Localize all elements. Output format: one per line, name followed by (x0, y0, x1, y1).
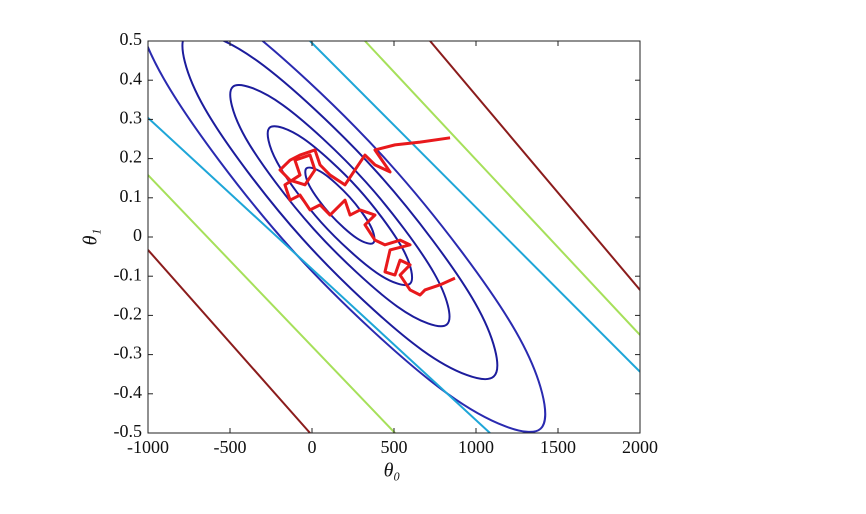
contour-line (148, 41, 547, 433)
y-tick-label: 0.2 (120, 147, 143, 167)
y-tick-label: -0.1 (114, 264, 143, 284)
contour-line (304, 166, 376, 245)
y-tick-label: 0.5 (120, 29, 143, 49)
y-tick-label: -0.4 (114, 382, 143, 402)
y-tick-label: -0.2 (114, 304, 143, 324)
y-tick-label: 0.1 (120, 186, 143, 206)
x-tick-label: 2000 (622, 437, 658, 457)
contour-line (309, 41, 640, 373)
x-tick-label: 1000 (458, 437, 494, 457)
x-tick-label: -1000 (127, 437, 169, 457)
plot-area (148, 41, 640, 433)
contour-line (364, 41, 640, 336)
y-tick-label: -0.5 (114, 421, 143, 441)
y-tick-label: 0.3 (120, 108, 143, 128)
descent-path (278, 136, 456, 297)
x-tick-label: 0 (308, 437, 317, 457)
x-tick-label: 1500 (540, 437, 576, 457)
contour-line (148, 174, 396, 433)
contour-line (266, 125, 413, 287)
contour-line (148, 117, 491, 433)
contour-line (181, 41, 499, 381)
contour-line (429, 41, 640, 291)
x-axis-label: θ₀ (384, 460, 401, 482)
y-tick-label: -0.3 (114, 343, 143, 363)
contour-line (148, 249, 311, 433)
y-tick-label: 0 (133, 225, 142, 245)
x-tick-label: -500 (214, 437, 247, 457)
x-tick-label: 500 (381, 437, 408, 457)
y-axis-label: θ₁ (80, 229, 102, 246)
contour-line (229, 84, 451, 328)
y-tick-label: 0.4 (120, 68, 143, 88)
